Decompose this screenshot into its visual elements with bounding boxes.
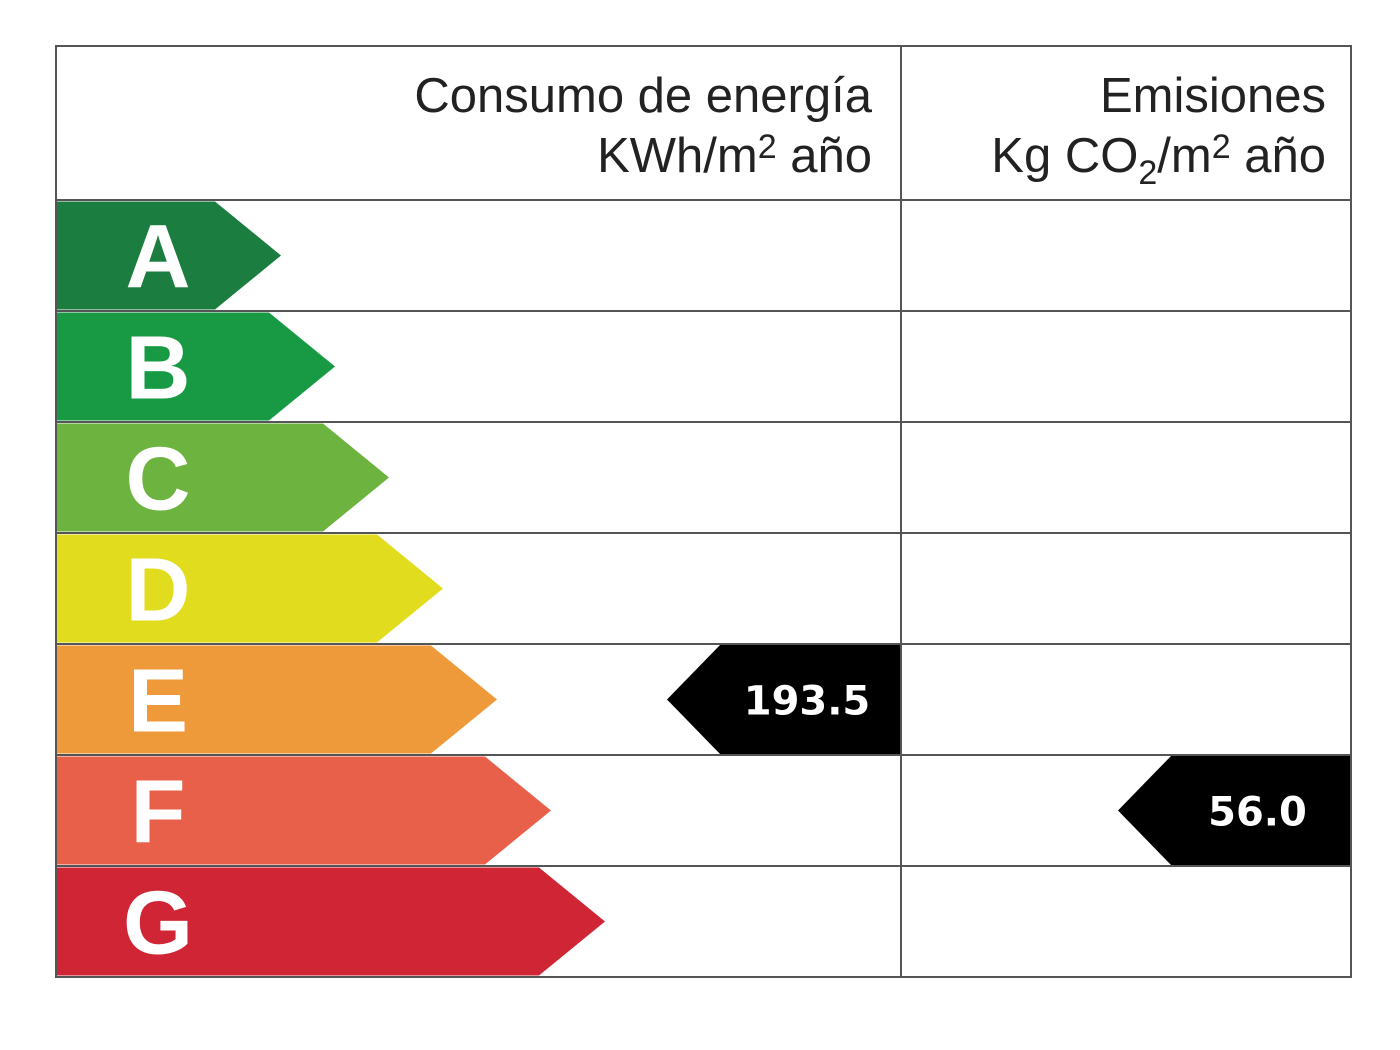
- emissions-rating-arrow: [1118, 755, 1351, 866]
- rating-indicators: 193.5 56.0: [667, 644, 1351, 866]
- grade-letter-c: C: [126, 430, 191, 530]
- grade-arrow-b: [56, 312, 335, 421]
- grade-letter-b: B: [126, 319, 191, 419]
- emissions-unit-tail: año: [1231, 129, 1326, 183]
- energy-rating-value: 193.5: [744, 679, 871, 725]
- emissions-header-line2: Kg CO2/m2 año: [991, 128, 1326, 192]
- emissions-header-line1: Emisiones: [1100, 69, 1326, 123]
- grade-letter-f: F: [131, 763, 186, 863]
- emissions-unit-mid: /m: [1157, 129, 1211, 183]
- emissions-unit-base: Kg CO: [991, 129, 1138, 183]
- energy-unit-tail: año: [777, 129, 872, 183]
- energy-unit-base: KWh/m: [597, 129, 758, 183]
- grade-letter-g: G: [123, 874, 193, 974]
- grade-arrow-a: [56, 201, 281, 310]
- energy-header-line2: KWh/m2 año: [597, 128, 872, 183]
- emissions-unit-sup: 2: [1212, 128, 1231, 166]
- grade-arrow-e: [56, 645, 497, 754]
- grade-arrow-g: [56, 867, 605, 976]
- table-grid: [55, 45, 1352, 978]
- grade-letter-e: E: [128, 652, 188, 752]
- emissions-unit-sub: 2: [1138, 154, 1157, 192]
- emissions-rating-value: 56.0: [1208, 790, 1307, 836]
- grade-arrow-d: [56, 534, 443, 643]
- grade-letter-d: D: [126, 541, 191, 641]
- grade-letter-a: A: [126, 208, 191, 308]
- energy-header-line1: Consumo de energía: [414, 69, 872, 123]
- energy-rating-arrow: [667, 644, 901, 755]
- grade-arrow-c: [56, 423, 389, 532]
- grade-arrow-f: [56, 756, 551, 865]
- energy-unit-sup: 2: [758, 128, 777, 166]
- table-border: [55, 45, 1352, 978]
